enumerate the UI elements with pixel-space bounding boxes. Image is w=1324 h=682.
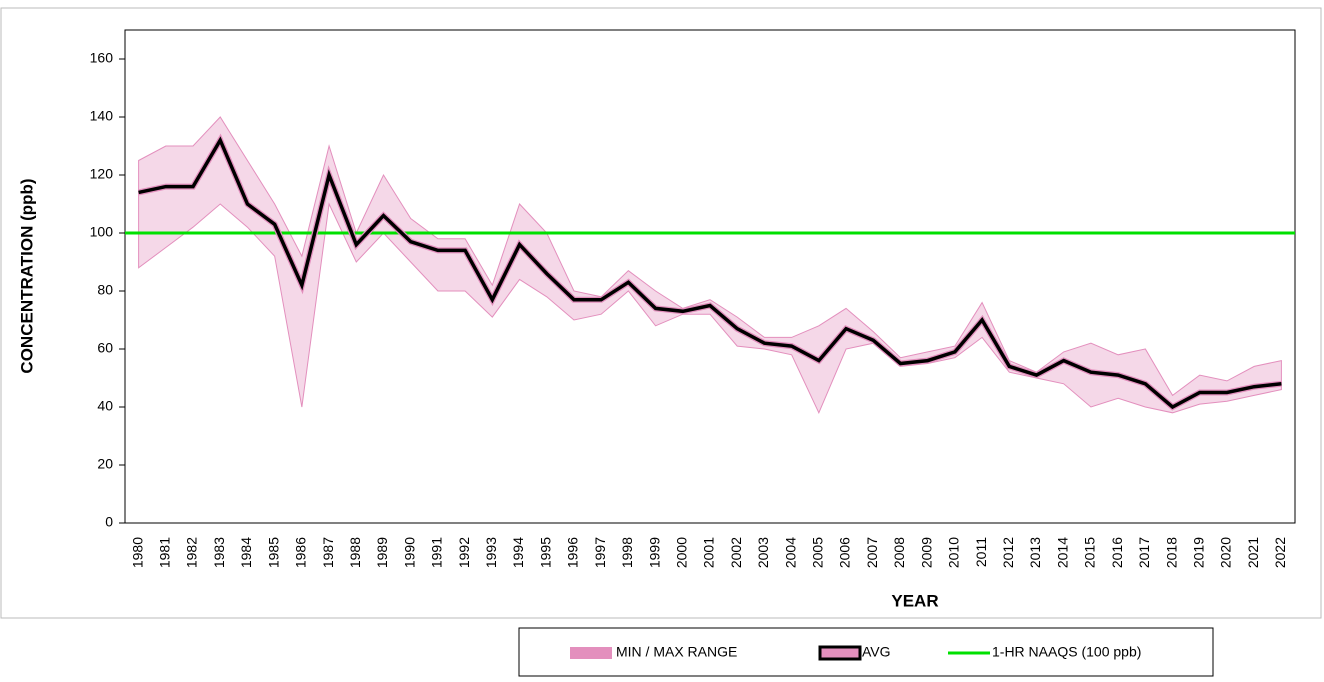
x-tick-label: 2016 <box>1109 537 1125 568</box>
legend-swatch <box>818 645 862 661</box>
x-tick-label: 1993 <box>483 537 499 568</box>
x-tick-label: 2018 <box>1163 537 1179 568</box>
x-tick-label: 2006 <box>837 537 853 568</box>
x-tick-label: 2021 <box>1245 537 1261 568</box>
x-tick-label: 1986 <box>293 537 309 568</box>
x-tick-label: 1996 <box>565 537 581 568</box>
x-tick-label: 2019 <box>1190 537 1206 568</box>
x-tick-label: 2014 <box>1054 537 1070 568</box>
x-tick-label: 2005 <box>810 537 826 568</box>
x-tick-label: 2022 <box>1272 537 1288 568</box>
x-tick-label: 1998 <box>619 537 635 568</box>
x-tick-label: 1981 <box>157 537 173 568</box>
x-tick-label: 1994 <box>510 537 526 568</box>
x-tick-label: 1984 <box>238 537 254 568</box>
x-tick-label: 2007 <box>864 537 880 568</box>
x-tick-label: 2002 <box>728 537 744 568</box>
x-tick-label: 1982 <box>184 537 200 568</box>
x-tick-label: 2015 <box>1082 537 1098 568</box>
x-tick-label: 2012 <box>1000 537 1016 568</box>
x-tick-label: 1995 <box>537 537 553 568</box>
chart-border <box>0 7 1322 619</box>
x-tick-label: 2011 <box>973 537 989 567</box>
x-tick-label: 2020 <box>1218 537 1234 568</box>
x-tick-label: 1988 <box>347 537 363 568</box>
y-axis-label: CONCENTRATION (ppb) <box>17 178 36 373</box>
legend-label: 1-HR NAAQS (100 ppb) <box>992 644 1141 660</box>
x-tick-label: 1997 <box>592 537 608 568</box>
avg-line <box>138 136 1282 410</box>
x-tick-label: 1992 <box>456 537 472 568</box>
x-tick-label: 2017 <box>1136 537 1152 568</box>
x-tick-label: 1983 <box>211 537 227 568</box>
x-tick-label: 2009 <box>918 537 934 568</box>
x-tick-label: 2004 <box>782 537 798 568</box>
legend-label: MIN / MAX RANGE <box>616 644 737 660</box>
y-tick-label: 100 <box>90 224 114 240</box>
y-tick-label: 120 <box>90 166 114 182</box>
x-tick-label: 2008 <box>891 537 907 568</box>
y-tick-label: 0 <box>105 514 113 530</box>
y-tick-label: 20 <box>97 456 113 472</box>
x-tick-label: 1989 <box>374 537 390 568</box>
y-tick-label: 40 <box>97 398 113 414</box>
x-tick-label: 2013 <box>1027 537 1043 568</box>
x-tick-label: 1987 <box>320 537 336 568</box>
y-tick-label: 60 <box>97 340 113 356</box>
x-tick-label: 2003 <box>755 537 771 568</box>
legend <box>518 627 1214 677</box>
x-tick-label: 2001 <box>701 537 717 568</box>
x-tick-label: 2010 <box>946 537 962 568</box>
x-tick-label: 1991 <box>429 537 445 568</box>
legend-swatch <box>570 647 612 659</box>
x-tick-label: 1990 <box>401 537 417 568</box>
x-axis-label: YEAR <box>891 591 938 610</box>
x-tick-label: 1980 <box>129 537 145 568</box>
range-area <box>138 116 1282 415</box>
plot-frame <box>124 29 1296 524</box>
x-tick-label: 1999 <box>646 537 662 568</box>
x-tick-label: 1985 <box>265 537 281 568</box>
y-tick-label: 80 <box>97 282 113 298</box>
y-tick-label: 140 <box>90 108 114 124</box>
y-tick-label: 160 <box>90 50 114 66</box>
legend-label: AVG <box>862 644 891 660</box>
x-tick-label: 2000 <box>673 537 689 568</box>
